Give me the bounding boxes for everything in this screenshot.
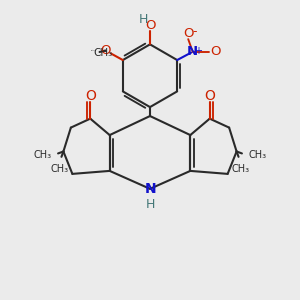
Text: methoxy: methoxy: [92, 49, 98, 50]
Text: CH₃: CH₃: [231, 164, 250, 174]
Text: H: H: [139, 14, 148, 26]
Text: O: O: [204, 89, 215, 103]
Text: O: O: [145, 20, 155, 32]
Text: H: H: [146, 198, 155, 212]
Text: O: O: [210, 45, 221, 58]
Text: N: N: [187, 45, 198, 58]
Text: CH₃: CH₃: [33, 150, 51, 161]
Text: N: N: [145, 182, 156, 196]
Text: O: O: [183, 27, 194, 40]
Text: +: +: [194, 46, 202, 56]
Text: -: -: [192, 25, 196, 38]
Text: CH₃: CH₃: [94, 49, 113, 58]
Text: CH₃: CH₃: [249, 150, 267, 161]
Text: O: O: [100, 44, 111, 57]
Text: CH₃: CH₃: [50, 164, 69, 174]
Text: O: O: [85, 89, 96, 103]
